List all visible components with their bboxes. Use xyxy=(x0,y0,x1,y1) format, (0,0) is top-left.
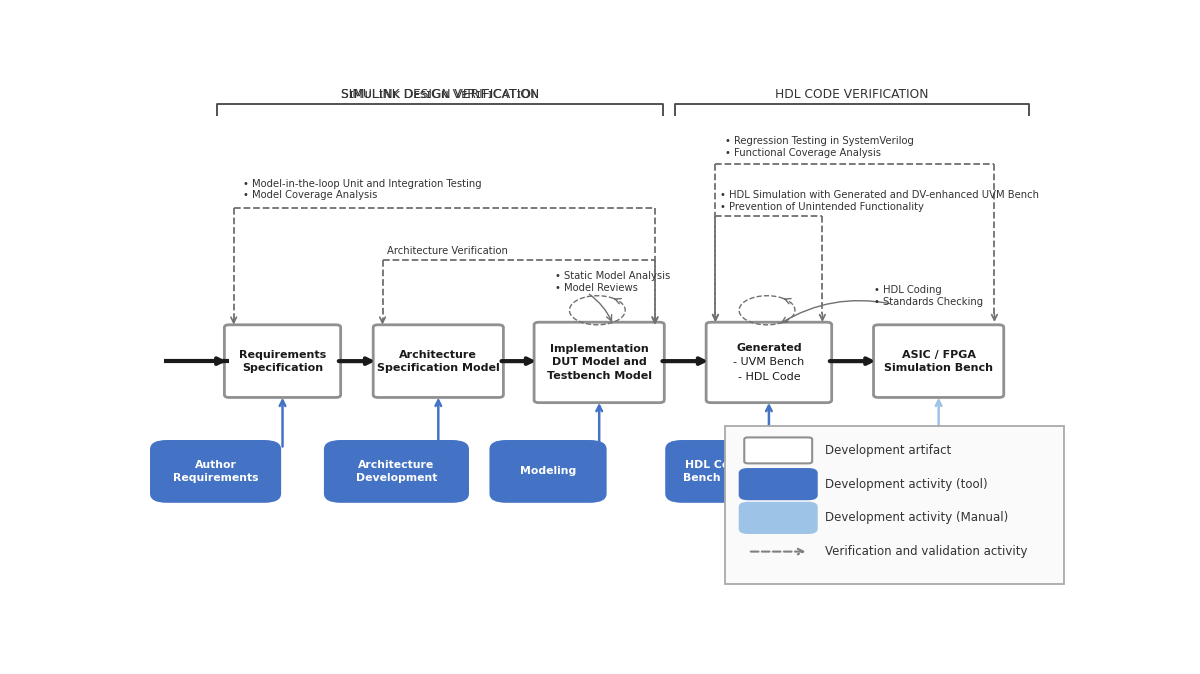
Text: Development activity (tool): Development activity (tool) xyxy=(826,478,988,491)
Text: ASIC / FPGA
Simulation Bench: ASIC / FPGA Simulation Bench xyxy=(884,350,994,373)
Text: SɪMᴜLɪNᴋ DᴇsɪGɴ VᴇRɪFɪCᴀTɪOɴ: SɪMᴜLɪNᴋ DᴇsɪGɴ VᴇRɪFɪCᴀTɪOɴ xyxy=(341,88,539,100)
FancyBboxPatch shape xyxy=(534,322,665,402)
FancyBboxPatch shape xyxy=(490,440,607,503)
Text: Modeling: Modeling xyxy=(520,466,576,477)
Text: Development activity (Manual): Development activity (Manual) xyxy=(826,512,1008,524)
Text: • HDL Coding
• Standards Checking: • HDL Coding • Standards Checking xyxy=(874,286,983,307)
Text: • Model-in-the-loop Unit and Integration Testing
• Model Coverage Analysis: • Model-in-the-loop Unit and Integration… xyxy=(242,179,481,200)
Text: • HDL Simulation with Generated and DV-enhanced UVM Bench
• Prevention of Uninte: • HDL Simulation with Generated and DV-e… xyxy=(720,190,1039,212)
Text: Author
Requirements: Author Requirements xyxy=(173,460,258,483)
Text: • Static Model Analysis
• Model Reviews: • Static Model Analysis • Model Reviews xyxy=(554,272,670,293)
FancyBboxPatch shape xyxy=(224,325,341,398)
Text: Generated: Generated xyxy=(736,343,802,353)
Text: HDL CODE VERIFICATION: HDL CODE VERIFICATION xyxy=(775,88,929,100)
FancyBboxPatch shape xyxy=(324,440,469,503)
FancyBboxPatch shape xyxy=(706,322,832,402)
FancyBboxPatch shape xyxy=(739,468,817,500)
Text: - UVM Bench: - UVM Bench xyxy=(733,357,804,367)
Text: • Regression Testing in SystemVerilog
• Functional Coverage Analysis: • Regression Testing in SystemVerilog • … xyxy=(725,136,913,158)
Text: - HDL Code: - HDL Code xyxy=(738,372,800,382)
FancyBboxPatch shape xyxy=(744,437,812,463)
Text: Enhance and use in ASIC /
FPGA Simulation Bench: Enhance and use in ASIC / FPGA Simulatio… xyxy=(845,460,1003,483)
Text: Development artifact: Development artifact xyxy=(826,444,952,457)
FancyBboxPatch shape xyxy=(665,440,810,503)
Text: Requirements
Specification: Requirements Specification xyxy=(239,350,326,373)
FancyBboxPatch shape xyxy=(874,325,1003,398)
Text: SIMULINK DESIGN VERIFICATION: SIMULINK DESIGN VERIFICATION xyxy=(341,88,539,100)
FancyBboxPatch shape xyxy=(373,325,504,398)
FancyBboxPatch shape xyxy=(835,440,1013,503)
Text: Architecture
Development: Architecture Development xyxy=(355,460,437,483)
FancyBboxPatch shape xyxy=(150,440,281,503)
FancyBboxPatch shape xyxy=(739,501,817,534)
Text: Verification and validation activity: Verification and validation activity xyxy=(826,545,1027,558)
Text: Architecture
Specification Model: Architecture Specification Model xyxy=(377,350,499,373)
Text: Architecture Verification: Architecture Verification xyxy=(388,246,508,255)
Text: Implementation
DUT Model and
Testbench Model: Implementation DUT Model and Testbench M… xyxy=(547,344,652,381)
FancyBboxPatch shape xyxy=(725,426,1064,584)
Text: HDL Code and SV
Bench Generation: HDL Code and SV Bench Generation xyxy=(683,460,792,483)
